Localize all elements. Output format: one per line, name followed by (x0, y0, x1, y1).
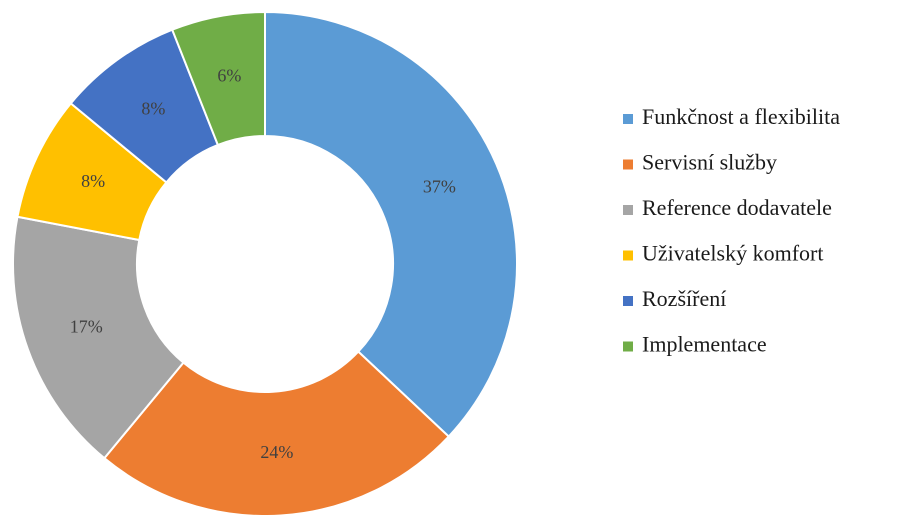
legend-label: Implementace (642, 332, 767, 357)
legend-label: Rozšíření (642, 286, 726, 311)
donut-slice (170, 10, 266, 147)
legend-swatch (623, 341, 633, 352)
legend-swatch (623, 205, 633, 215)
legend-swatch (623, 159, 633, 170)
legend-swatch (623, 114, 633, 124)
legend-label: Uživatelský komfort (642, 241, 823, 266)
data-label: 6% (217, 65, 241, 85)
legend-label: Funkčnost a flexibilita (642, 104, 840, 129)
donut-slice (264, 10, 518, 438)
data-label: 17% (70, 316, 103, 336)
legend-swatch (623, 296, 633, 306)
data-label: 8% (81, 171, 105, 191)
data-label: 8% (141, 98, 165, 118)
legend-label: Reference dodavatele (642, 195, 832, 220)
data-label: 37% (423, 177, 456, 197)
data-label: 24% (260, 442, 293, 462)
donut-slice (12, 215, 185, 460)
legend-label: Servisní služby (642, 150, 777, 175)
donut-slice (102, 350, 451, 515)
legend-swatch (623, 250, 633, 261)
